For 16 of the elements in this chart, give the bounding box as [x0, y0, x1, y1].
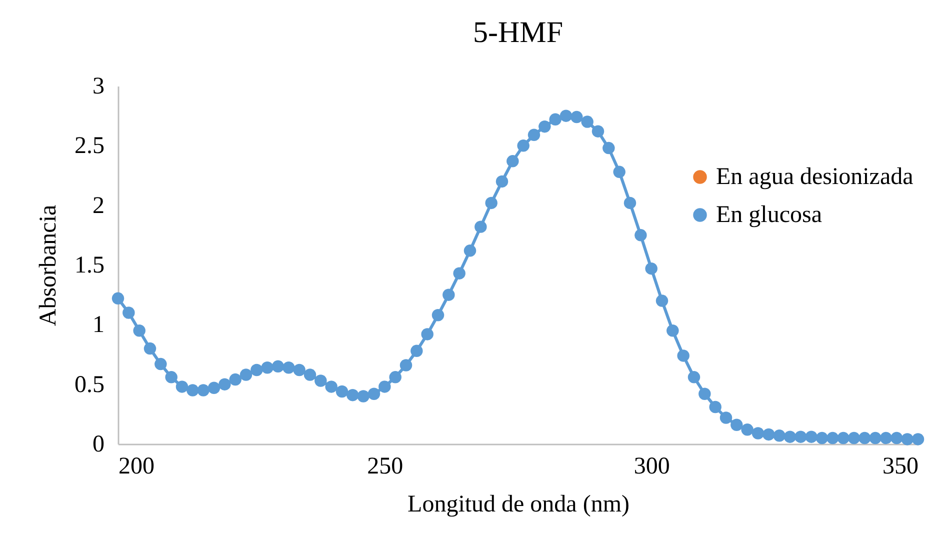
- x-axis-title: Longitud de onda (nm): [408, 492, 630, 518]
- y-tick-label: 1: [92, 312, 104, 338]
- legend-label: En glucosa: [716, 202, 822, 228]
- y-tick-label: 1.5: [74, 252, 104, 278]
- y-tick-label: 0.5: [74, 372, 104, 398]
- y-tick-label: 3: [92, 74, 104, 100]
- x-tick-label: 350: [882, 454, 918, 480]
- y-tick-label: 0: [92, 432, 104, 458]
- legend-label: En agua desionizada: [716, 164, 914, 190]
- y-axis-title: Absorbancia: [36, 204, 62, 326]
- x-tick-label: 200: [118, 454, 154, 480]
- y-tick-label: 2: [92, 192, 104, 219]
- x-tick-label: 250: [367, 454, 404, 480]
- y-tick-label: 2.5: [74, 133, 104, 160]
- chart-title: 5-HMF: [472, 16, 564, 49]
- x-tick-label: 300: [634, 454, 670, 480]
